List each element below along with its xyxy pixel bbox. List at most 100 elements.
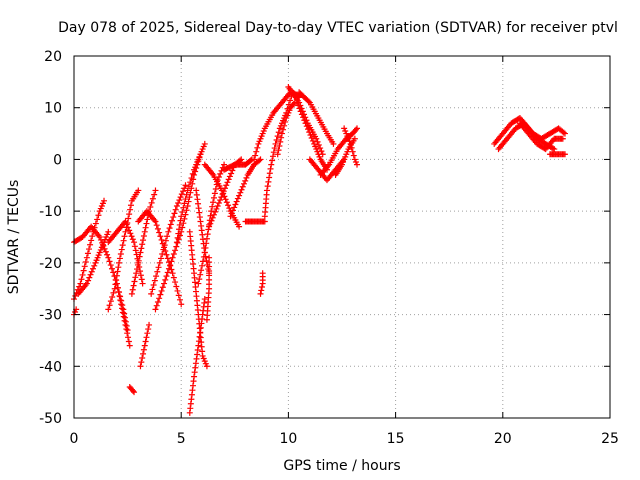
- data-point: [81, 263, 88, 270]
- data-point: [178, 301, 185, 308]
- series-sat-af: [317, 125, 361, 178]
- data-point: [174, 287, 181, 294]
- data-point: [302, 114, 309, 121]
- data-point: [354, 125, 361, 132]
- x-axis-ticks: 0 5 10 15 20 25: [70, 56, 619, 447]
- data-point: [159, 250, 166, 257]
- data-point: [132, 274, 139, 281]
- data-point: [131, 278, 138, 285]
- data-point: [170, 214, 177, 221]
- data-point: [121, 317, 128, 324]
- data-point: [162, 276, 169, 283]
- data-point: [104, 251, 111, 258]
- data-point: [88, 237, 95, 244]
- data-point: [220, 190, 227, 197]
- data-point: [179, 209, 186, 216]
- y-tick-label: -40: [39, 359, 62, 375]
- data-point: [72, 292, 79, 299]
- data-point: [142, 338, 149, 345]
- data-point: [113, 280, 120, 287]
- data-point: [176, 197, 183, 204]
- data-point: [191, 369, 198, 376]
- data-point: [106, 302, 113, 309]
- data-point: [163, 273, 170, 280]
- data-point: [161, 242, 168, 249]
- data-point: [201, 140, 208, 147]
- data-point: [351, 135, 358, 142]
- data-point: [88, 268, 95, 275]
- data-point: [226, 205, 233, 212]
- data-point: [86, 246, 93, 253]
- data-point: [299, 108, 306, 115]
- data-point: [266, 170, 273, 177]
- data-point: [199, 316, 206, 323]
- data-point: [110, 269, 117, 276]
- data-point: [242, 177, 249, 184]
- data-point: [272, 140, 279, 147]
- data-point: [273, 137, 280, 144]
- data-point: [198, 227, 205, 234]
- data-point: [119, 309, 126, 316]
- data-point: [184, 202, 191, 209]
- data-point: [110, 289, 117, 296]
- data-point: [80, 267, 87, 274]
- data-point: [145, 326, 152, 333]
- data-point: [164, 255, 171, 262]
- data-point: [236, 223, 243, 230]
- data-point: [167, 262, 174, 269]
- data-point: [211, 190, 218, 197]
- data-point: [303, 117, 310, 124]
- y-tick-label: -30: [39, 308, 62, 324]
- data-point: [314, 138, 321, 145]
- series-sat-al: [546, 151, 568, 158]
- series-sat-v: [227, 156, 264, 220]
- series-sat-s: [203, 254, 213, 323]
- data-point: [237, 189, 244, 196]
- chart-title: Day 078 of 2025, Sidereal Day-to-day VTE…: [58, 20, 618, 36]
- data-point: [559, 135, 566, 142]
- data-point: [152, 218, 159, 225]
- data-point: [139, 280, 146, 287]
- data-point: [192, 364, 199, 371]
- x-axis-label: GPS time / hours: [283, 458, 400, 474]
- series-sat-x: [242, 218, 268, 225]
- grid-lines: [74, 56, 610, 418]
- data-point: [125, 338, 132, 345]
- data-point: [233, 198, 240, 205]
- data-point: [105, 306, 112, 313]
- data-point: [177, 217, 184, 224]
- data-point: [561, 151, 568, 158]
- data-point: [133, 270, 140, 277]
- data-point: [269, 153, 276, 160]
- data-point: [127, 202, 134, 209]
- data-point: [180, 188, 187, 195]
- data-point: [86, 274, 93, 281]
- data-point: [319, 151, 326, 158]
- data-point: [228, 210, 235, 217]
- data-point: [122, 228, 129, 235]
- data-points: [71, 84, 568, 416]
- data-point: [170, 250, 177, 257]
- data-point: [136, 253, 143, 260]
- data-point: [158, 287, 165, 294]
- data-point: [308, 135, 315, 142]
- data-point: [210, 199, 217, 206]
- data-point: [239, 183, 246, 190]
- data-point: [203, 363, 210, 370]
- data-point: [204, 231, 211, 238]
- data-point: [109, 293, 116, 300]
- data-point: [197, 271, 204, 278]
- data-point: [140, 232, 147, 239]
- y-axis-ticks: -50 -40 -30 -20 -10 0 10 20: [39, 49, 610, 427]
- data-point: [318, 148, 325, 155]
- x-tick-label: 25: [601, 431, 619, 447]
- data-point: [176, 226, 183, 233]
- data-point: [205, 226, 212, 233]
- data-point: [129, 236, 136, 243]
- data-point: [214, 202, 221, 209]
- data-point: [152, 187, 159, 194]
- data-point: [164, 269, 171, 276]
- data-point: [172, 279, 179, 286]
- data-point: [159, 284, 166, 291]
- data-point: [101, 197, 108, 204]
